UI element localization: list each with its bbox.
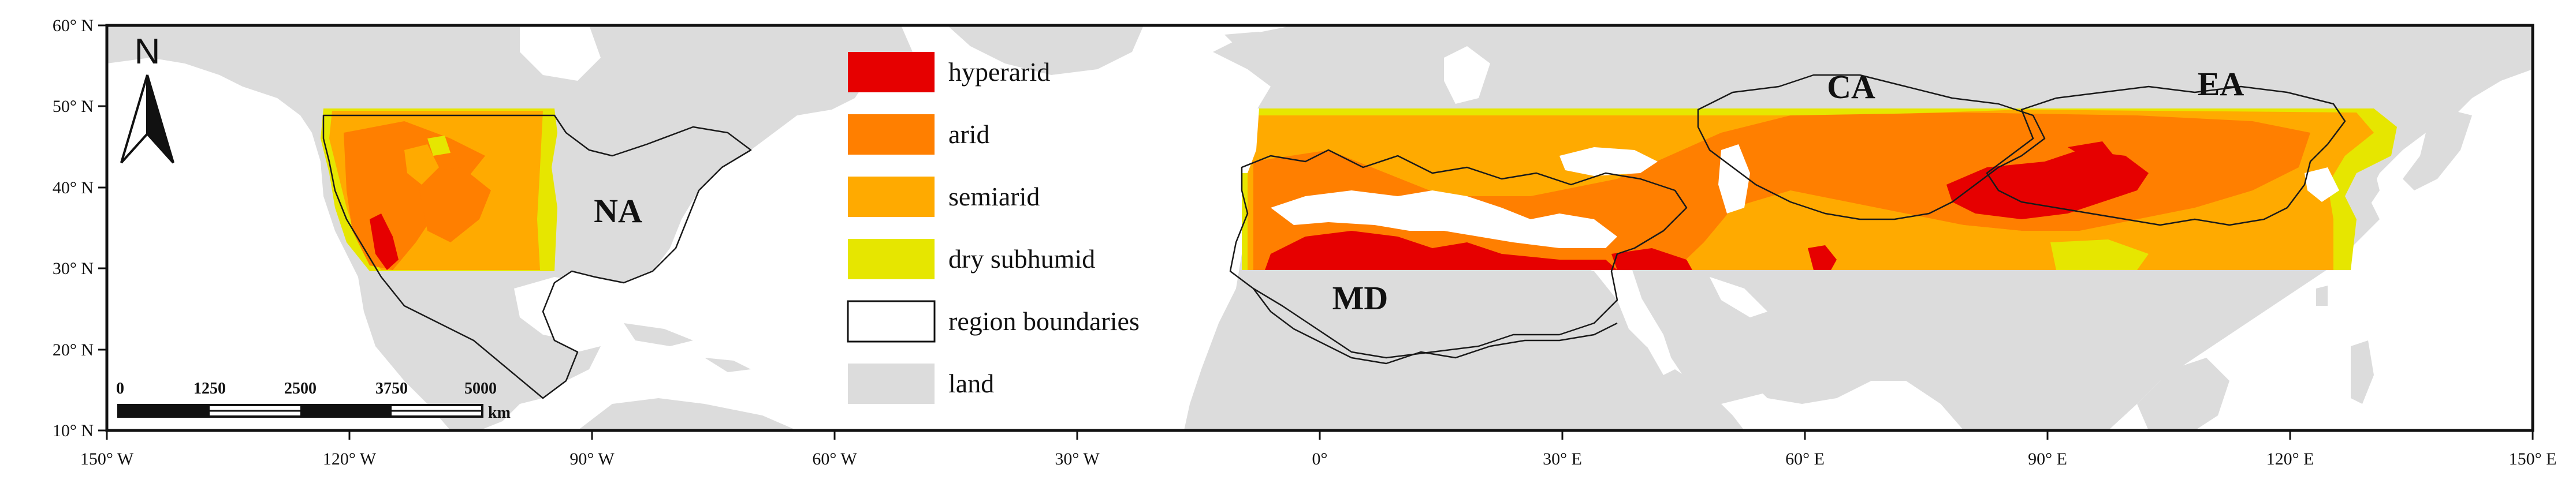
na-dry-patch xyxy=(427,136,451,156)
land-korea xyxy=(2357,167,2380,208)
lon-tick-label: 90° E xyxy=(2028,449,2067,469)
legend-swatch-land xyxy=(848,364,935,404)
lat-tick-label: 20° N xyxy=(53,340,94,359)
lon-tick-label: 90° W xyxy=(569,449,615,469)
arabia-hyperarid xyxy=(1611,248,1692,270)
eurasia-drylands xyxy=(1242,108,2397,270)
legend-swatch-arid xyxy=(848,114,935,155)
land-japan xyxy=(2403,110,2472,190)
scale-unit-label: km xyxy=(488,404,511,422)
lon-tick-label: 60° E xyxy=(1785,449,1825,469)
lat-tick-label: 10° N xyxy=(53,421,94,440)
land-south-america xyxy=(578,398,797,430)
lat-tick-label: 30° N xyxy=(53,259,94,278)
lat-tick-label: 60° N xyxy=(53,16,94,35)
md-hyperarid xyxy=(1265,231,1617,270)
north-arrow-label: N xyxy=(135,32,161,72)
sea-gulf-over xyxy=(1710,277,1767,317)
land-greenland xyxy=(947,25,1144,75)
map-content xyxy=(107,25,2533,430)
legend-label-land: land xyxy=(948,369,994,398)
lon-tick-label: 0° xyxy=(1312,449,1328,469)
na-drylands xyxy=(321,108,557,271)
boundary-md xyxy=(1229,149,1688,359)
legend-swatch-dry-subhumid xyxy=(848,239,935,279)
legend-label-dry-subhumid: dry subhumid xyxy=(948,244,1095,274)
legend-label-semiarid: semiarid xyxy=(948,182,1040,211)
boundary-ea xyxy=(1986,85,2346,226)
region-label-na: NA xyxy=(594,192,642,230)
land-africa xyxy=(1184,237,1744,430)
sea-gulf-mexico xyxy=(514,277,612,340)
legend: hyperarid arid semiarid dry subhumid reg… xyxy=(847,52,1140,404)
land-caribbean xyxy=(624,323,693,346)
lat-tick-label: 40° N xyxy=(53,178,94,197)
boundary-ca xyxy=(1697,74,2046,220)
scale-bar: 0 1250 2500 3750 5000 km xyxy=(116,380,511,422)
region-label-ca: CA xyxy=(1827,68,1875,106)
lon-tick-label: 30° E xyxy=(1543,449,1582,469)
sea-bohai xyxy=(2305,167,2339,202)
tibet-dry xyxy=(2050,239,2149,270)
lon-tick-label: 60° W xyxy=(812,449,857,469)
region-label-md: MD xyxy=(1332,279,1388,317)
lon-tick-label: 150° E xyxy=(2509,449,2557,469)
sea-baltic xyxy=(1444,46,1490,104)
scale-tick-label: 5000 xyxy=(464,380,497,398)
land-indochina xyxy=(2137,358,2229,430)
scale-tick-label: 1250 xyxy=(193,380,226,398)
land-caribbean-2 xyxy=(705,358,751,372)
lon-tick-label: 150° W xyxy=(80,449,134,469)
longitude-axis: 150° W 120° W 90° W 60° W 30° W 0° 30° E… xyxy=(80,430,2557,469)
land-philippines xyxy=(2351,340,2374,404)
lon-tick-label: 30° W xyxy=(1055,449,1100,469)
north-arrow-icon-filled xyxy=(146,74,174,164)
land-british-isles xyxy=(1288,58,1328,115)
sea-black-over xyxy=(1559,147,1658,176)
scale-tick-label: 0 xyxy=(116,380,124,398)
lon-tick-label: 120° E xyxy=(2266,449,2314,469)
lon-tick-label: 120° W xyxy=(323,449,377,469)
land-iceland xyxy=(1224,32,1271,52)
na-hyperarid xyxy=(370,213,399,270)
sea-mediterranean-over xyxy=(1271,190,1617,248)
sea-red xyxy=(1611,271,1675,375)
sea-hudson xyxy=(520,25,601,81)
na-arid-2 xyxy=(416,167,491,242)
legend-swatch-hyperarid xyxy=(848,52,935,92)
iran-hyperarid xyxy=(1808,245,1837,270)
scale-tick-label: 3750 xyxy=(375,380,408,398)
scale-tick-label: 2500 xyxy=(284,380,317,398)
lat-tick-label: 50° N xyxy=(53,97,94,116)
legend-label-region-boundaries: region boundaries xyxy=(948,306,1140,336)
legend-swatch-semiarid xyxy=(848,177,935,217)
ea-hyperarid xyxy=(1946,150,2149,219)
na-semiarid-patch xyxy=(404,144,439,185)
north-arrow: N xyxy=(120,32,174,164)
legend-label-hyperarid: hyperarid xyxy=(948,57,1050,87)
boundary-md-tail xyxy=(1253,288,1618,365)
boundary-na xyxy=(322,114,752,399)
region-label-ea: EA xyxy=(2198,65,2244,103)
legend-swatch-region-boundaries xyxy=(847,300,936,343)
land-taiwan xyxy=(2316,286,2328,306)
ea-hyperarid-2 xyxy=(2068,141,2114,162)
land-arabia xyxy=(1629,248,1819,404)
latitude-axis: 60° N 50° N 40° N 30° N 20° N 10° N xyxy=(53,16,107,440)
sea-atlantic-west xyxy=(1242,108,1259,173)
legend-label-arid: arid xyxy=(948,119,990,149)
